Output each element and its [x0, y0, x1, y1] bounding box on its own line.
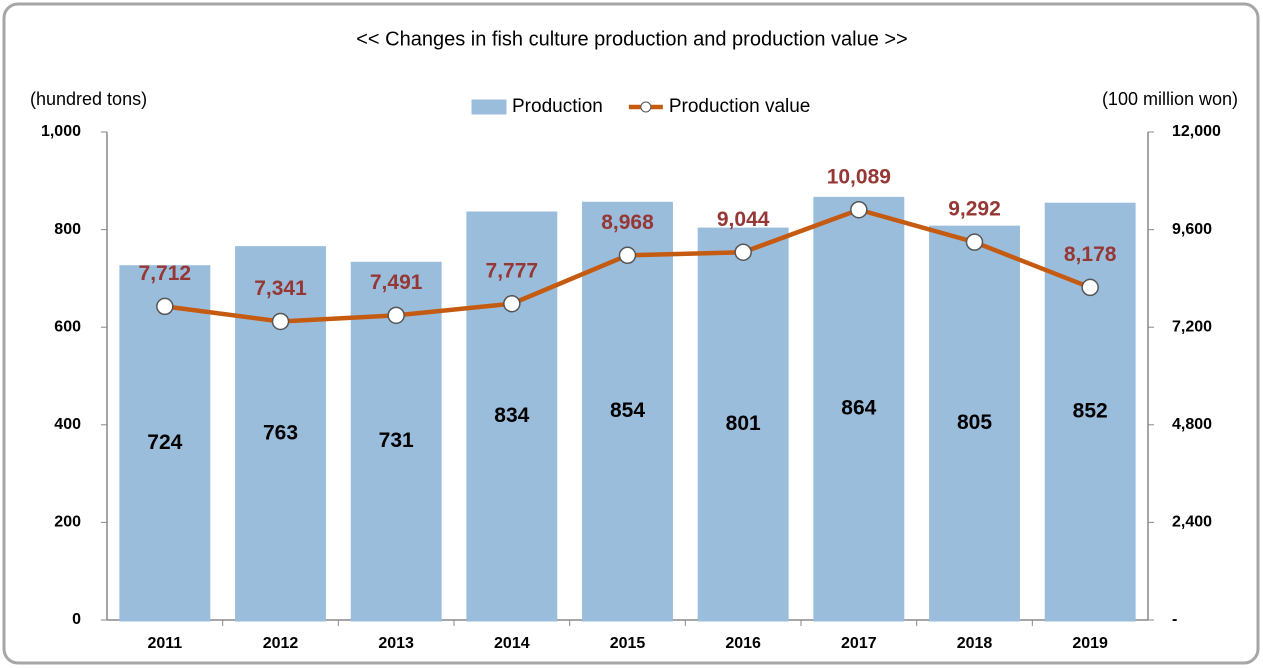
line-marker: [850, 200, 868, 219]
bar: [350, 261, 442, 622]
y-tick-label: 200: [54, 514, 81, 531]
x-tick-label: 2016: [725, 635, 761, 652]
line-value-label: 8,968: [601, 211, 654, 234]
y2-tick-label: 4,800: [1172, 416, 1212, 433]
bar-value-label: 763: [263, 421, 298, 444]
bar: [119, 265, 211, 622]
x-tick-label: 2014: [494, 635, 530, 652]
y-tick-label: 600: [54, 318, 81, 335]
legend-label: Production: [512, 96, 603, 117]
y2-axis-label: (100 million won): [1102, 89, 1238, 109]
bar: [1044, 202, 1136, 622]
y2-tick-label: 9,600: [1172, 221, 1212, 238]
x-tick-label: 2019: [1072, 635, 1108, 652]
line-value-label: 10,089: [827, 165, 891, 188]
legend-marker: [640, 101, 652, 113]
bar-value-label: 801: [726, 412, 761, 435]
x-tick-label: 2018: [957, 635, 993, 652]
x-tick-label: 2015: [610, 635, 646, 652]
y-tick-label: 400: [54, 416, 81, 433]
x-tick-label: 2017: [841, 635, 877, 652]
y-tick-label: 0: [72, 611, 81, 628]
line-marker: [734, 243, 752, 261]
bar-value-label: 852: [1073, 400, 1108, 423]
line-value-label: 8,178: [1064, 243, 1117, 266]
line-value-label: 7,341: [254, 277, 307, 300]
y2-tick-label: 7,200: [1172, 318, 1212, 335]
line-marker: [156, 297, 174, 316]
legend-label: Production value: [669, 96, 811, 117]
bar: [929, 225, 1020, 622]
x-tick-label: 2011: [147, 635, 182, 652]
bar: [466, 211, 558, 622]
line-value-label: 7,491: [370, 271, 423, 294]
bar-value-label: 805: [957, 411, 992, 434]
y-tick-label: 1,000: [41, 123, 81, 140]
y2-tick-label: 2,400: [1172, 514, 1212, 531]
bar-value-label: 864: [841, 397, 876, 420]
line-marker: [618, 246, 637, 265]
x-tick-label: 2013: [378, 635, 414, 652]
line-value-label: 9,044: [717, 208, 770, 231]
line-marker: [503, 294, 521, 313]
y2-tick-label: -: [1172, 611, 1177, 628]
line-value-label: 7,777: [486, 259, 539, 282]
y2-tick-label: 12,000: [1172, 123, 1221, 140]
bar-value-label: 854: [610, 399, 645, 422]
y-axis-label: (hundred tons): [30, 89, 147, 109]
y-tick-label: 800: [54, 221, 81, 238]
legend-swatch: [471, 99, 507, 115]
bar-value-label: 731: [379, 429, 414, 452]
bar: [813, 196, 905, 622]
bar: [582, 201, 673, 622]
line-value-label: 7,712: [139, 262, 192, 285]
bar-value-label: 834: [494, 404, 529, 427]
bar: [697, 227, 789, 622]
line-marker: [271, 312, 290, 331]
line-marker: [387, 306, 405, 325]
line-value-label: 9,292: [948, 198, 1001, 221]
bar-value-label: 724: [147, 431, 182, 454]
line-marker: [965, 233, 984, 251]
line-marker: [1081, 278, 1099, 297]
x-tick-label: 2012: [263, 635, 299, 652]
bar: [235, 246, 326, 622]
chart-title: << Changes in fish culture production an…: [356, 28, 907, 50]
